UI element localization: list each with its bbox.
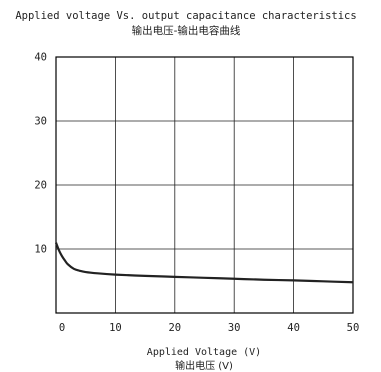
series-line-0: [54, 242, 354, 284]
grid: [56, 57, 353, 313]
x-tick-label-5: 50: [347, 322, 360, 334]
series-layer: [54, 242, 354, 284]
x-tick-label-0: 0: [59, 322, 65, 334]
chart-title: Applied voltage Vs. output capacitance c…: [15, 10, 356, 22]
x-axis-label: Applied Voltage (V): [147, 347, 261, 358]
chart-subtitle: 输出电压-输出电容曲线: [132, 24, 241, 37]
x-tick-label-4: 40: [287, 322, 300, 334]
y-tick-label-2: 30: [34, 116, 47, 128]
x-tick-label-2: 20: [168, 322, 181, 334]
x-axis-label-cn: 输出电压 (V): [175, 359, 233, 372]
x-axis-ticks: 0 10 20 30 40 50: [59, 322, 359, 334]
x-tick-label-3: 30: [228, 322, 241, 334]
y-tick-label-3: 40: [34, 52, 47, 64]
y-tick-label-0: 10: [34, 244, 47, 256]
x-tick-label-1: 10: [109, 322, 122, 334]
plot-frame: [55, 56, 354, 314]
y-tick-label-1: 20: [34, 180, 47, 192]
y-axis-ticks: 10 20 30 40: [34, 52, 47, 256]
